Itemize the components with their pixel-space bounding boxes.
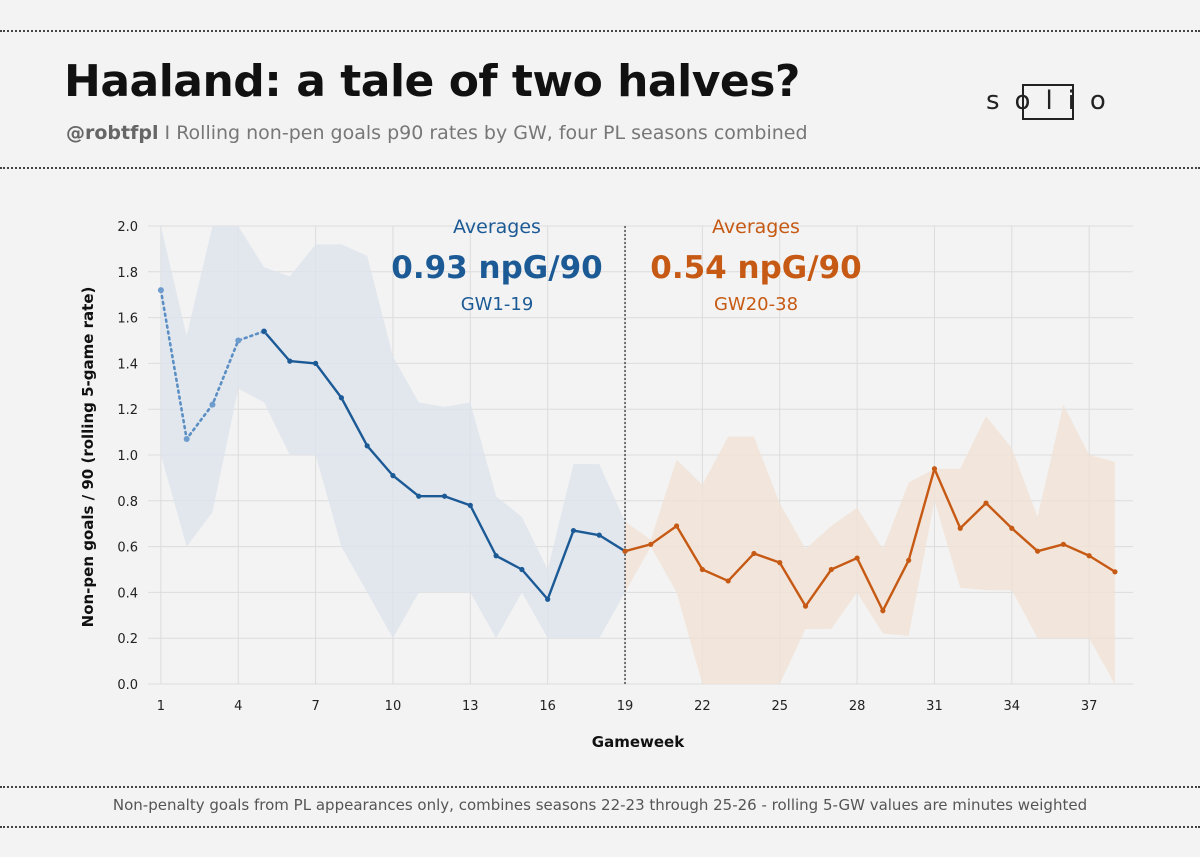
subtitle-text: I Rolling non-pen goals p90 rates by GW,…: [164, 122, 808, 144]
y-axis-label: Non-pen goals / 90 (rolling 5-game rate): [79, 287, 97, 628]
y-tick-label: 1.8: [117, 266, 138, 281]
footnote: Non-penalty goals from PL appearances on…: [112, 796, 1088, 814]
y-tick-label: 1.2: [117, 403, 138, 418]
y-tick-label: 1.6: [117, 312, 138, 327]
x-tick-label: 4: [234, 699, 242, 714]
data-point: [545, 596, 551, 602]
data-point: [1086, 553, 1092, 559]
data-point: [983, 500, 989, 506]
data-point: [235, 337, 242, 344]
x-tick-label: 34: [1004, 699, 1021, 714]
data-point: [157, 287, 164, 294]
data-point: [777, 560, 783, 566]
data-point: [699, 566, 705, 573]
y-tick-label: 0.0: [117, 678, 138, 693]
author-handle: @robtfpl: [66, 122, 159, 144]
x-tick-label: 25: [771, 699, 788, 714]
logo-text: solio: [986, 86, 1121, 116]
rolling-goals-chart: 0.00.20.40.60.81.01.21.41.61.82.0 1 4 7 10 1…: [79, 216, 1133, 751]
data-point: [183, 435, 190, 442]
data-point: [673, 523, 680, 529]
x-tick-label: 16: [539, 699, 556, 714]
x-tick-label: 31: [926, 699, 943, 714]
chart-points: [157, 287, 1118, 614]
x-tick-label: 7: [311, 699, 319, 714]
data-point: [957, 525, 963, 531]
data-point: [313, 360, 319, 366]
band-second-half: [625, 404, 1115, 684]
data-point: [364, 443, 370, 449]
y-tick-labels: 0.0 0.2 0.4 0.6 0.8 1.0 1.2 1.4 1.6 1.8 2.0: [117, 220, 138, 693]
solio-logo: solio: [986, 84, 1110, 120]
header-divider: [0, 167, 1200, 169]
data-point: [854, 555, 860, 561]
data-point: [1009, 525, 1015, 531]
subtitle: @robtfpl I Rolling non-pen goals p90 rat…: [66, 122, 808, 144]
footer-divider-top: [0, 786, 1200, 788]
first-half-range: GW1-19: [461, 294, 534, 315]
x-tick-label: 1: [157, 699, 165, 714]
x-tick-label: 28: [849, 699, 866, 714]
second-half-heading: Averages: [712, 216, 800, 238]
y-tick-label: 0.8: [117, 495, 138, 510]
x-axis-label: Gameweek: [592, 733, 685, 751]
y-tick-label: 0.4: [117, 586, 138, 601]
data-point: [828, 566, 834, 573]
band-first-half: [160, 226, 626, 639]
data-point: [261, 328, 267, 334]
x-tick-label: 37: [1081, 699, 1098, 714]
data-point: [519, 566, 525, 573]
x-tick-label: 13: [462, 699, 479, 714]
page-title: Haaland: a tale of two halves?: [64, 56, 800, 107]
data-point: [570, 527, 577, 534]
logo-box: [1022, 84, 1074, 120]
y-tick-label: 1.4: [117, 357, 138, 372]
x-tick-labels: 1 4 7 10 13 16 19 22 25 28 31 34 37: [157, 699, 1098, 714]
data-point: [751, 550, 757, 557]
data-point: [338, 395, 344, 401]
chart-bands: [160, 226, 1115, 684]
data-point: [622, 548, 628, 554]
data-point: [441, 493, 448, 499]
x-tick-label: 19: [617, 699, 634, 714]
data-point: [1060, 541, 1066, 547]
data-point: [596, 532, 602, 538]
data-point: [648, 541, 654, 547]
y-tick-label: 2.0: [117, 220, 138, 235]
data-point: [416, 493, 422, 499]
top-divider: [0, 30, 1200, 32]
series-second-half: [623, 467, 1117, 612]
data-point: [906, 557, 912, 563]
data-point: [1112, 569, 1118, 575]
data-point: [1034, 548, 1041, 554]
y-tick-label: 0.6: [117, 541, 138, 556]
first-half-average: 0.93 npG/90: [391, 250, 602, 286]
data-point: [880, 608, 886, 614]
data-point: [390, 473, 396, 479]
second-half-range: GW20-38: [714, 294, 798, 315]
y-tick-label: 1.0: [117, 449, 138, 464]
x-tick-label: 10: [385, 699, 402, 714]
data-point: [287, 358, 293, 364]
data-point: [931, 466, 938, 472]
data-point: [209, 401, 216, 408]
x-tick-label: 22: [694, 699, 711, 714]
data-point: [725, 578, 731, 584]
second-half-average: 0.54 npG/90: [650, 250, 861, 286]
footer-divider-bottom: [0, 826, 1200, 828]
y-tick-label: 0.2: [117, 632, 138, 647]
data-point: [802, 603, 809, 609]
data-point: [467, 502, 473, 508]
first-half-heading: Averages: [453, 216, 541, 238]
data-point: [493, 553, 499, 559]
